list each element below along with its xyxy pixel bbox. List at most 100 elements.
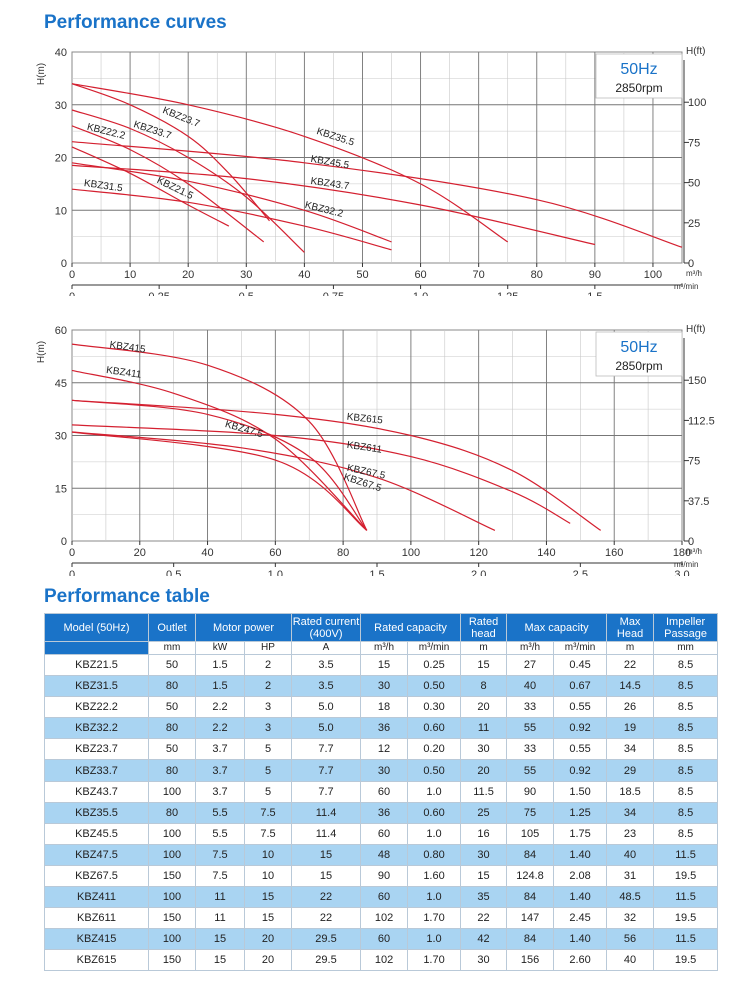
table-cell: 1.60 xyxy=(407,864,462,888)
table-cell: 35 xyxy=(460,886,508,909)
table-cell: 15 xyxy=(291,843,362,866)
header-motor-power: Motor power xyxy=(194,613,293,642)
table-cell: 147 xyxy=(506,907,555,930)
right-axis-tick-label: 25 xyxy=(688,218,700,230)
curve-kbz611 xyxy=(71,424,571,524)
table-cell: 11.5 xyxy=(653,886,719,909)
right-axis-tick-label: 150 xyxy=(688,375,706,387)
table-cell: 22 xyxy=(291,886,362,909)
table-row: KBZ47.5 100 7.5 10 15 48 0.80 30 84 1.40 40 11.5 xyxy=(44,843,719,866)
model-cell: KBZ32.2 xyxy=(44,717,149,740)
table-cell: 11.5 xyxy=(460,780,508,803)
header-model: Model (50Hz) xyxy=(44,613,149,642)
table-cell: 0.20 xyxy=(407,738,462,761)
table-cell: 15 xyxy=(360,653,409,677)
right-axis-tick-label: 100 xyxy=(688,97,706,109)
frequency-label: 50Hz xyxy=(620,339,657,356)
x-tick-label: 100 xyxy=(644,269,662,281)
performance-chart-2: 0 15 30 45 60 H(m) 0 37.5 75 112.5 150 H(ft) 0 20 40 60… xyxy=(36,324,715,576)
rpm-label: 2850rpm xyxy=(615,81,662,95)
table-cell: 1.70 xyxy=(407,907,462,930)
table-cell: 3.7 xyxy=(195,780,245,803)
table-row: KBZ31.5 80 1.5 2 3.5 30 0.50 8 40 0.67 14.5 8.5 xyxy=(44,675,719,698)
table-cell: 8.5 xyxy=(653,696,719,719)
table-cell: 2.60 xyxy=(553,949,608,972)
curve-kbz23-7 xyxy=(71,83,270,222)
table-cell: 7.5 xyxy=(195,843,245,866)
curve-label: KBZ611 xyxy=(346,440,383,456)
table-cell: 80 xyxy=(148,675,196,698)
table-cell: 124.8 xyxy=(506,864,555,888)
info-box xyxy=(595,53,683,99)
table-cell: 22 xyxy=(606,653,655,677)
table-cell: 19.5 xyxy=(653,907,719,930)
x2-tick-label: 3.0 xyxy=(674,569,689,576)
table-cell: 30 xyxy=(460,949,508,972)
table-cell: 48 xyxy=(360,843,409,866)
table-cell: 2.2 xyxy=(195,717,245,740)
table-cell: 40 xyxy=(506,675,555,698)
table-cell: 1.70 xyxy=(407,949,462,972)
x-tick-label: 180 xyxy=(673,547,691,559)
x2-tick-label: 0.75 xyxy=(323,291,344,296)
performance-table-title: Performance table xyxy=(44,586,210,607)
curve-kbz31-5 xyxy=(71,188,392,251)
table-cell: 1.40 xyxy=(553,928,608,951)
table-cell: 34 xyxy=(606,738,655,761)
table-cell: 60 xyxy=(360,780,409,803)
unit-cell: m³/h xyxy=(360,641,409,655)
y-axis-label: H(m) xyxy=(36,341,47,363)
table-cell: 0.55 xyxy=(553,696,608,719)
y-tick-label: 10 xyxy=(55,205,67,217)
x-tick-label: 90 xyxy=(589,269,601,281)
unit-cell: m³/min xyxy=(553,641,608,655)
curve-kbz43-7 xyxy=(71,164,596,246)
model-cell: KBZ411 xyxy=(44,886,149,909)
unit-cell: HP xyxy=(243,641,293,655)
table-cell: 40 xyxy=(606,949,655,972)
model-cell: KBZ22.2 xyxy=(44,696,149,719)
x-axis-label: m³/h xyxy=(686,547,702,556)
x-tick-label: 160 xyxy=(605,547,623,559)
table-cell: 90 xyxy=(360,864,409,888)
table-cell: 100 xyxy=(148,822,196,845)
header-max-head: Max Head xyxy=(606,613,655,642)
table-cell: 3.7 xyxy=(195,759,245,782)
curve-kbz32-2 xyxy=(71,162,392,243)
model-cell: KBZ45.5 xyxy=(44,822,149,845)
unit-cell: m xyxy=(606,641,655,655)
curve-kbz35-5 xyxy=(71,83,509,243)
x-tick-label: 100 xyxy=(402,547,420,559)
table-row: KBZ33.7 80 3.7 5 7.7 30 0.50 20 55 0.92 29 8.5 xyxy=(44,759,719,782)
y-tick-label: 40 xyxy=(55,47,67,59)
table-cell: 0.60 xyxy=(407,717,462,740)
table-cell: 0.25 xyxy=(407,653,462,677)
x2-tick-label: 2.0 xyxy=(471,569,486,576)
info-box xyxy=(595,331,683,377)
table-cell: 90 xyxy=(506,780,555,803)
table-cell: 12 xyxy=(360,738,409,761)
table-cell: 8.5 xyxy=(653,675,719,698)
y-tick-label: 0 xyxy=(61,536,67,548)
model-cell: KBZ615 xyxy=(44,949,149,972)
table-cell: 60 xyxy=(360,822,409,845)
table-cell: 3.7 xyxy=(195,738,245,761)
model-cell: KBZ47.5 xyxy=(44,843,149,866)
table-units-row: mm kW HP A m³/h m³/min m m³/h m³/min m m… xyxy=(44,641,719,655)
x-tick-label: 70 xyxy=(473,269,485,281)
table-cell: 3.5 xyxy=(291,653,362,677)
table-cell: 1.0 xyxy=(407,822,462,845)
x-tick-label: 0 xyxy=(69,547,75,559)
table-cell: 11.5 xyxy=(653,928,719,951)
curve-label: KBZ615 xyxy=(346,412,384,427)
model-cell: KBZ611 xyxy=(44,907,149,930)
table-cell: 19.5 xyxy=(653,949,719,972)
table-cell: 80 xyxy=(148,801,196,824)
model-cell: KBZ67.5 xyxy=(44,864,149,888)
table-cell: 3 xyxy=(243,717,293,740)
x2-tick-label: 1.0 xyxy=(413,291,428,296)
table-cell: 5.5 xyxy=(195,801,245,824)
x2-tick-label: 0 xyxy=(69,569,75,576)
table-cell: 1.50 xyxy=(553,780,608,803)
table-cell: 7.5 xyxy=(195,864,245,888)
